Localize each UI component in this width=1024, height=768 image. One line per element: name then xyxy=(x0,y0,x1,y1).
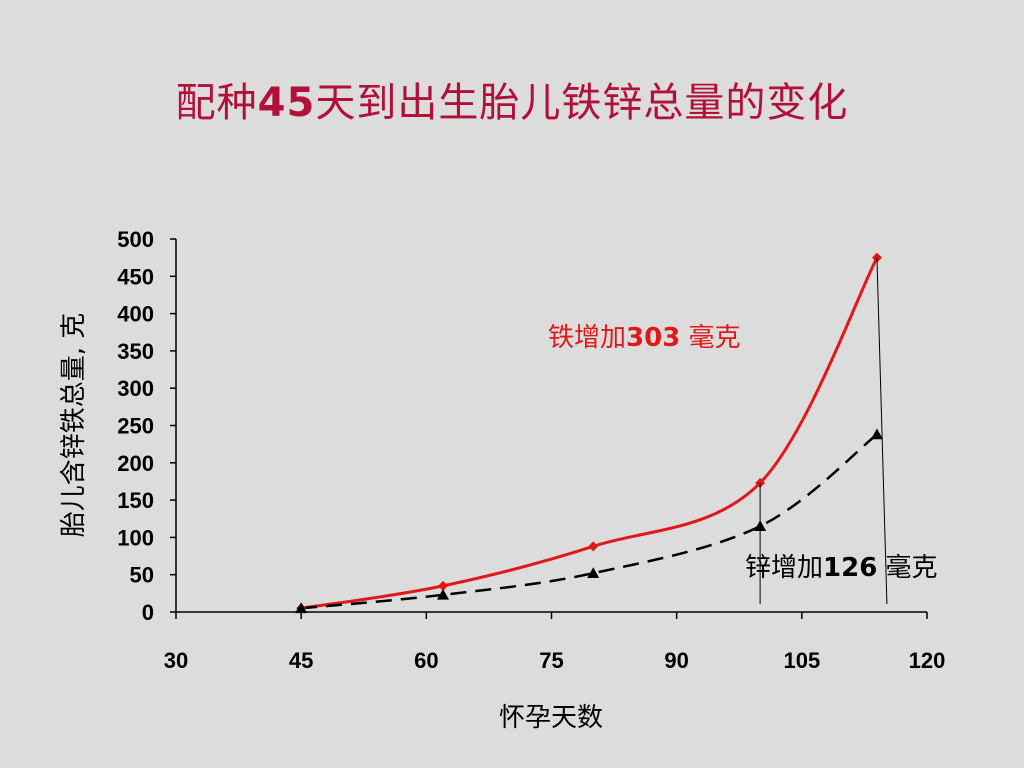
iron-series-line xyxy=(300,256,879,610)
tick-labels: 0 50 100 150 200 250 300 350 400 450 500 30 45 60 75 90… xyxy=(117,227,945,673)
page-title: 配种45天到出生胎儿铁锌总量的变化 xyxy=(0,70,1024,128)
iron-point xyxy=(438,580,449,591)
x-tick-label: 75 xyxy=(539,648,563,673)
y-tick-label: 450 xyxy=(117,264,154,289)
x-tick-label: 120 xyxy=(909,648,946,673)
y-tick-label: 150 xyxy=(117,488,154,513)
iron-point xyxy=(588,541,599,552)
title-suffix: 天到出生胎儿铁锌总量的变化 xyxy=(315,80,849,126)
y-tick-label: 300 xyxy=(117,376,154,401)
zinc-annotation-number: 126 xyxy=(823,553,877,583)
zinc-point xyxy=(437,588,450,600)
y-tick-label: 50 xyxy=(130,563,154,588)
y-tick-label: 200 xyxy=(117,451,154,476)
annotation-leader-lines xyxy=(759,257,888,605)
x-tick-label: 30 xyxy=(164,648,188,673)
x-tick-label: 90 xyxy=(664,648,688,673)
x-axis-title: 怀孕天数 xyxy=(499,703,603,733)
y-axis-title: 胎儿含锌铁总量, 克 xyxy=(59,313,89,538)
y-tick-label: 250 xyxy=(117,414,154,439)
zinc-annotation-prefix: 锌增加 xyxy=(745,553,823,583)
y-tick-label: 400 xyxy=(117,302,154,327)
zinc-annotation-suffix: 毫克 xyxy=(877,553,937,583)
iron-leader-line xyxy=(876,257,888,605)
y-tick-label: 500 xyxy=(117,227,154,252)
series-lines xyxy=(300,256,879,610)
series-markers xyxy=(295,252,883,614)
x-tick-label: 105 xyxy=(783,648,820,673)
zinc-annotation: 锌增加126 毫克 xyxy=(745,553,938,583)
zinc-point xyxy=(295,602,308,614)
title-prefix: 配种 xyxy=(175,80,258,126)
x-tick-label: 45 xyxy=(289,648,313,673)
iron-annotation-prefix: 铁增加 xyxy=(548,323,626,353)
iron-annotation-number: 303 xyxy=(626,323,680,353)
title-number: 45 xyxy=(257,80,316,126)
iron-annotation: 铁增加303 毫克 xyxy=(548,323,741,353)
zinc-series-line xyxy=(301,433,878,610)
iron-annotation-suffix: 毫克 xyxy=(680,323,740,353)
y-tick-label: 100 xyxy=(117,525,154,550)
y-tick-label: 0 xyxy=(142,600,154,625)
y-tick-label: 350 xyxy=(117,339,154,364)
x-tick-label: 60 xyxy=(414,648,438,673)
zinc-point xyxy=(870,428,883,440)
zinc-point xyxy=(587,567,600,579)
